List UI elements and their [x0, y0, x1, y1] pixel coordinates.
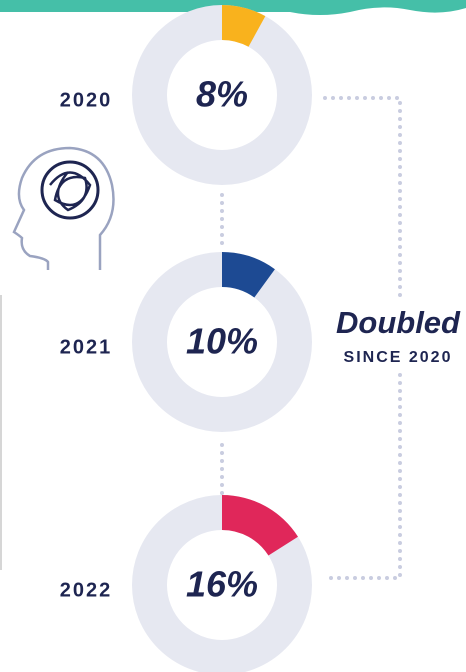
- connector: [220, 96, 402, 580]
- donut-segment: [222, 5, 266, 47]
- annotation-subtitle: SINCE 2020: [344, 349, 453, 366]
- year-label: 2021: [60, 336, 113, 358]
- value-label: 16%: [186, 564, 258, 605]
- head-icon: [12, 146, 115, 270]
- donut-segment: [222, 495, 298, 556]
- donut-segment: [222, 252, 275, 298]
- year-label: 2022: [60, 579, 113, 601]
- annotation-title: Doubled: [336, 305, 461, 340]
- year-label: 2020: [60, 89, 113, 111]
- value-label: 10%: [186, 321, 258, 362]
- annotation-bg: [328, 300, 466, 372]
- value-label: 8%: [196, 74, 248, 115]
